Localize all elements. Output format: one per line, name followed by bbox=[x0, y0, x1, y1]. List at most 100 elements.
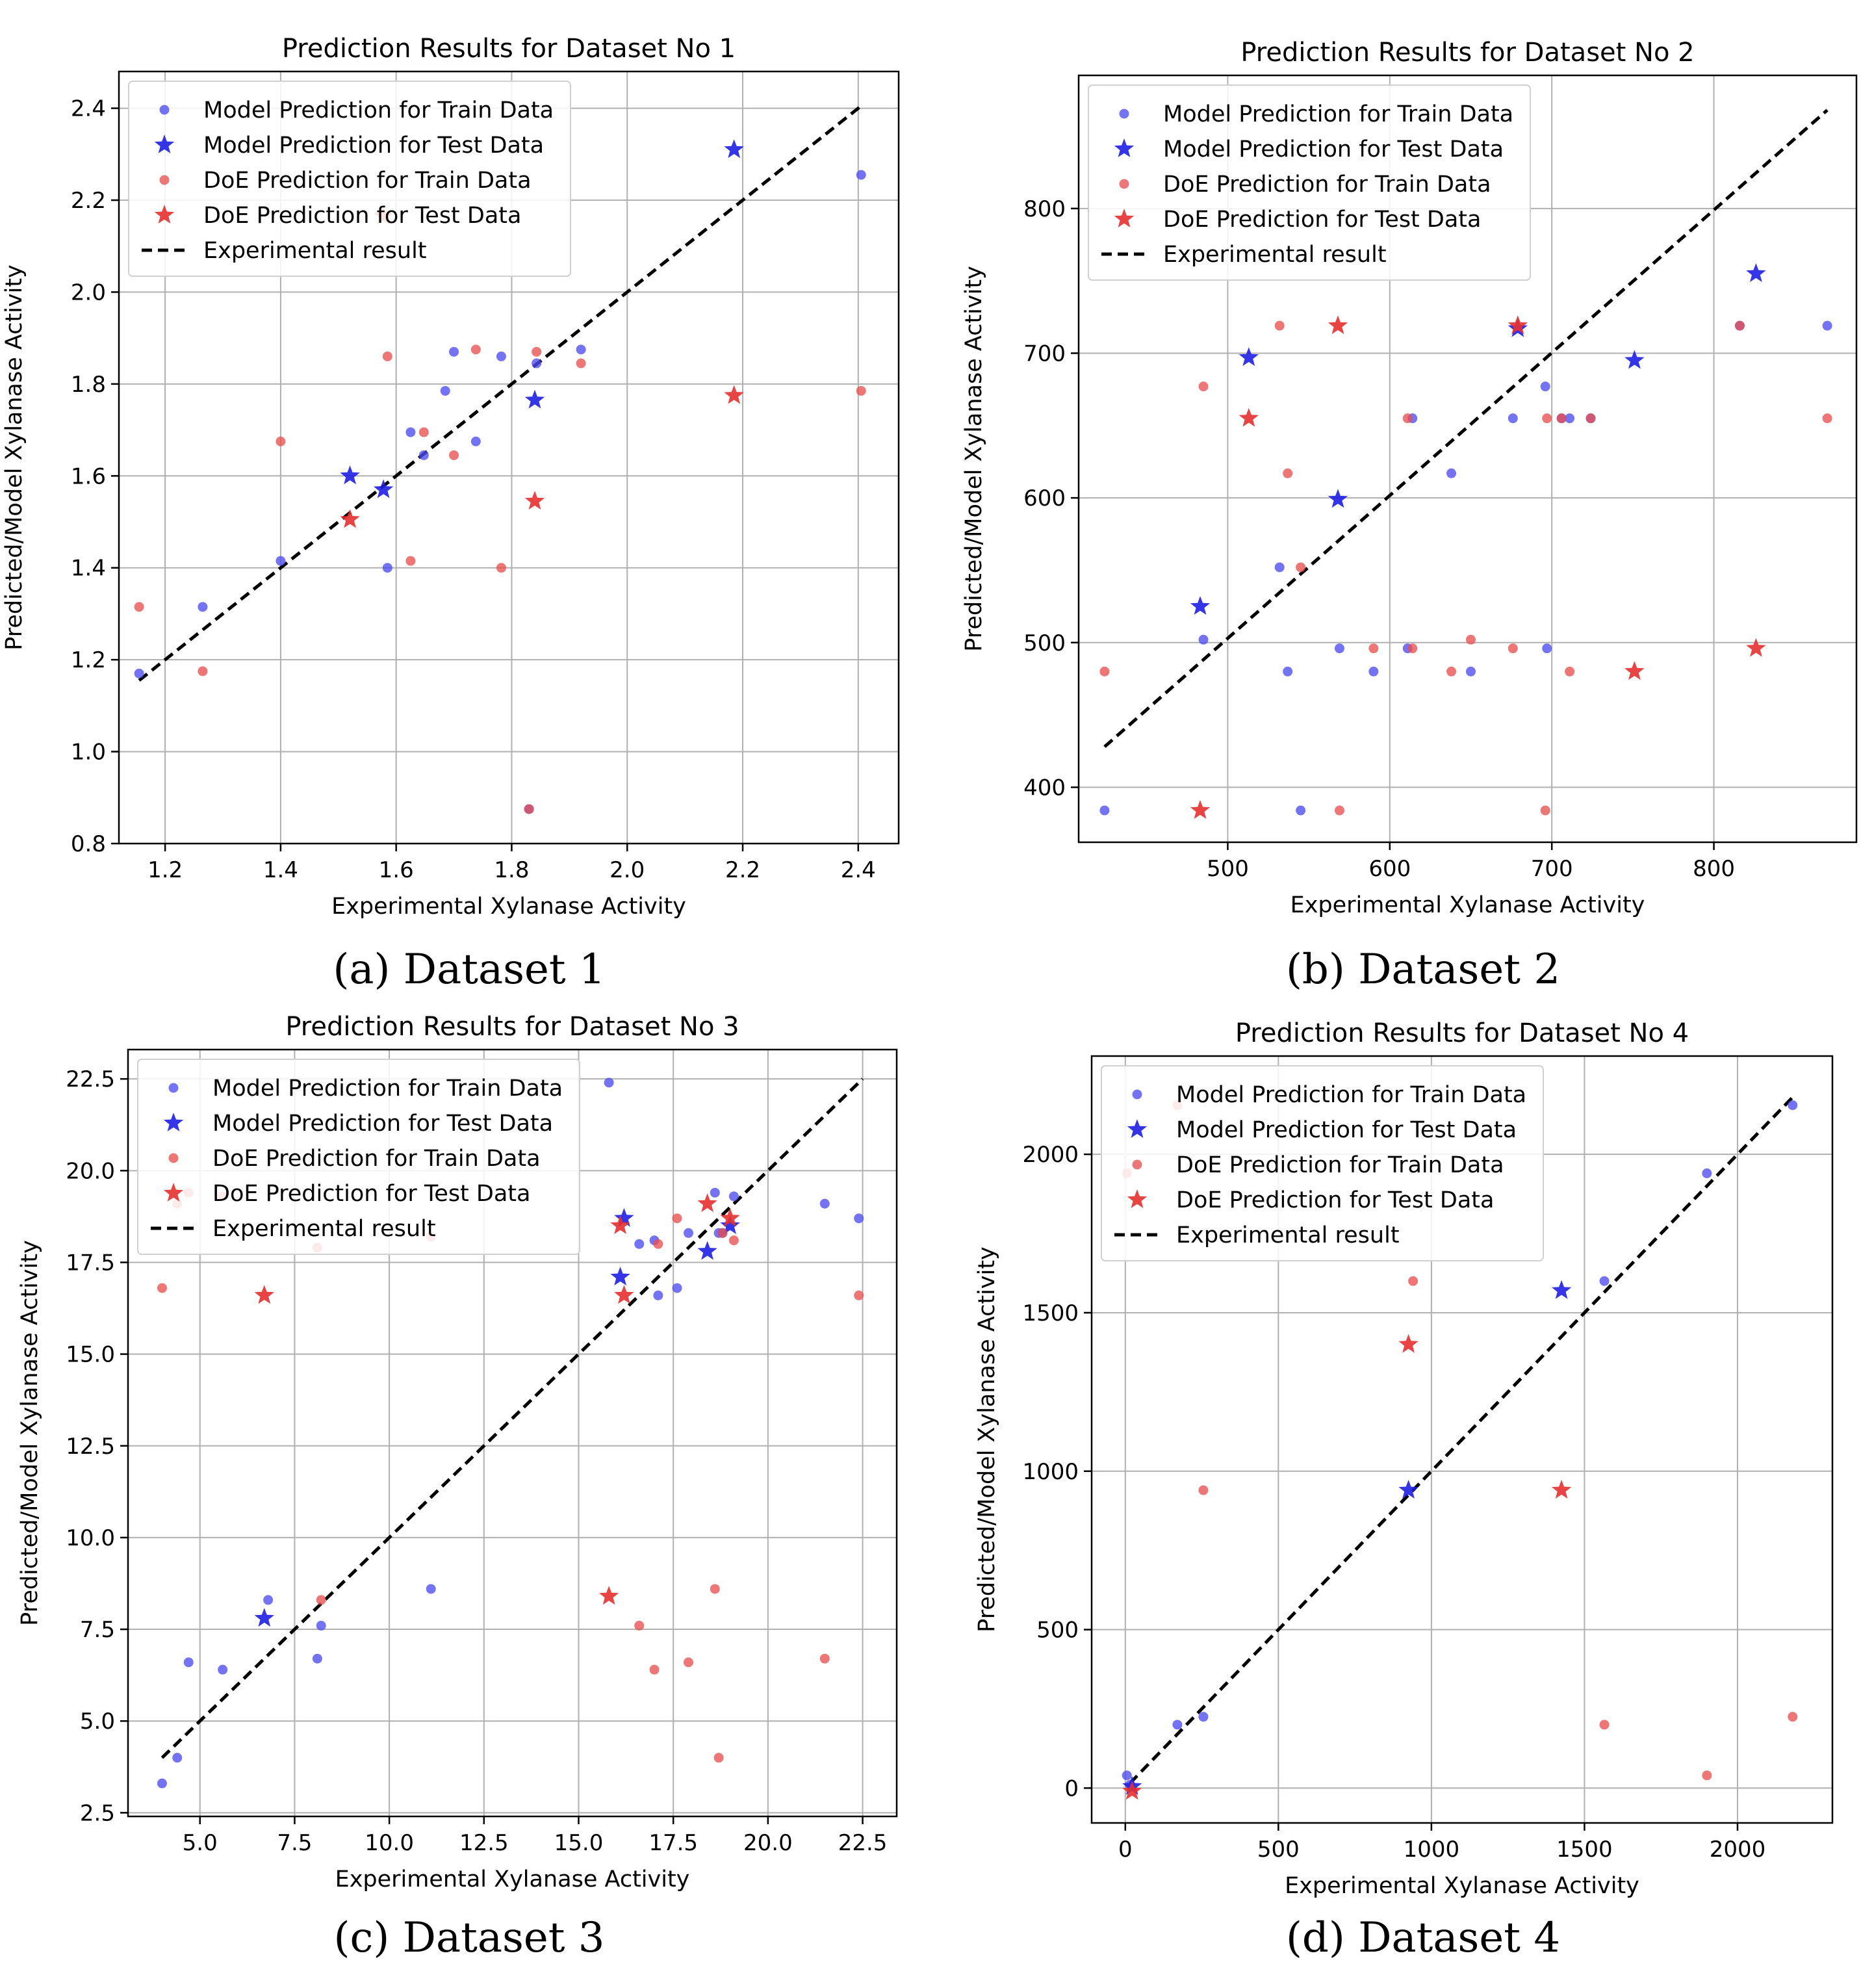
data-point bbox=[576, 358, 586, 368]
data-point bbox=[1585, 413, 1596, 424]
data-point bbox=[1556, 413, 1567, 424]
x-tick-label: 15.0 bbox=[554, 1830, 604, 1856]
data-point bbox=[710, 1584, 720, 1594]
data-point bbox=[470, 344, 481, 355]
data-point bbox=[134, 668, 144, 678]
x-tick-label: 17.5 bbox=[648, 1830, 698, 1856]
chart-svg-1: Prediction Results for Dataset No 1 1.2 1.… bbox=[1, 34, 900, 920]
data-point bbox=[856, 170, 866, 180]
data-point bbox=[683, 1657, 693, 1668]
y-tick-label: 5.0 bbox=[80, 1709, 115, 1735]
legend-label: DoE Prediction for Train Data bbox=[203, 168, 532, 194]
chart-panel-2: Prediction Results for Dataset No 2 500 60… bbox=[937, 0, 1874, 994]
y-tick-label: 1.0 bbox=[71, 740, 106, 766]
legend-label: Experimental result bbox=[203, 238, 427, 264]
data-point bbox=[1198, 1485, 1209, 1495]
data-point bbox=[263, 1595, 274, 1605]
legend-box bbox=[1101, 1065, 1544, 1261]
data-point bbox=[1565, 666, 1575, 677]
data-point bbox=[157, 1778, 167, 1788]
data-point bbox=[710, 1187, 720, 1198]
y-tick-label: 500 bbox=[1023, 630, 1066, 656]
data-point bbox=[1540, 381, 1550, 392]
data-point bbox=[1408, 1276, 1418, 1286]
y-axis-label: Predicted/Model Xylanase Activity bbox=[17, 1240, 43, 1626]
legend-box bbox=[1088, 84, 1531, 281]
data-point bbox=[1274, 562, 1285, 573]
chart-title: Prediction Results for Dataset No 2 bbox=[1240, 38, 1694, 68]
legend-label: DoE Prediction for Train Data bbox=[1176, 1152, 1504, 1178]
data-point-star bbox=[524, 491, 545, 510]
legend-marker bbox=[1132, 1089, 1142, 1100]
legend-marker bbox=[168, 1153, 179, 1163]
y-tick-label: 1500 bbox=[1022, 1300, 1079, 1326]
x-tick-label: 2.2 bbox=[725, 857, 760, 883]
legend-marker bbox=[1119, 109, 1129, 119]
data-point bbox=[1822, 413, 1832, 424]
data-point bbox=[312, 1653, 322, 1664]
data-point bbox=[426, 1584, 436, 1594]
x-tick-label: 12.5 bbox=[459, 1830, 509, 1856]
data-point bbox=[1198, 381, 1209, 392]
data-point bbox=[1565, 413, 1575, 424]
x-tick-label: 1500 bbox=[1556, 1837, 1613, 1863]
legend-box bbox=[128, 81, 571, 277]
data-point bbox=[653, 1290, 663, 1300]
data-point bbox=[1172, 1720, 1183, 1730]
y-axis-label: Predicted/Model Xylanase Activity bbox=[974, 1246, 1000, 1633]
x-tick-label: 22.5 bbox=[838, 1830, 888, 1856]
data-point-star bbox=[1624, 661, 1645, 680]
legend-marker bbox=[163, 1113, 184, 1131]
x-tick-label: 2.4 bbox=[841, 857, 876, 883]
y-tick-label: 0.8 bbox=[71, 831, 106, 857]
data-point bbox=[496, 563, 506, 573]
y-tick-label: 1.4 bbox=[71, 556, 106, 582]
data-point-star bbox=[1239, 407, 1259, 427]
data-point bbox=[1283, 468, 1293, 478]
data-point bbox=[1702, 1168, 1712, 1178]
legend-marker bbox=[1132, 1159, 1142, 1170]
x-tick-label: 5.0 bbox=[183, 1830, 218, 1856]
data-point bbox=[1368, 643, 1379, 654]
data-point bbox=[1788, 1712, 1798, 1722]
data-point bbox=[172, 1753, 183, 1763]
data-point bbox=[157, 1283, 167, 1293]
data-point-star bbox=[724, 385, 744, 404]
legend-marker bbox=[168, 1083, 179, 1093]
caption-b: (b) Dataset 2 bbox=[1285, 946, 1561, 994]
data-point bbox=[449, 450, 459, 460]
legend-label: Model Prediction for Train Data bbox=[203, 97, 554, 123]
legend-label: Model Prediction for Test Data bbox=[1176, 1117, 1517, 1143]
data-point bbox=[1368, 666, 1379, 677]
data-point bbox=[449, 346, 459, 357]
legend-marker bbox=[1127, 1119, 1148, 1138]
data-point-star bbox=[614, 1207, 634, 1227]
data-point bbox=[672, 1283, 682, 1293]
y-tick-label: 0 bbox=[1064, 1775, 1079, 1801]
legend-label: DoE Prediction for Test Data bbox=[1163, 207, 1481, 233]
data-point bbox=[316, 1595, 326, 1605]
data-point bbox=[1402, 413, 1413, 424]
legend-label: Model Prediction for Test Data bbox=[203, 133, 544, 159]
y-tick-label: 22.5 bbox=[66, 1066, 115, 1092]
data-point-star bbox=[1508, 315, 1528, 335]
data-point-star bbox=[724, 139, 744, 159]
data-point bbox=[819, 1653, 830, 1664]
data-point-star bbox=[1624, 350, 1645, 369]
data-point-star bbox=[614, 1285, 634, 1304]
data-point-star bbox=[254, 1608, 274, 1627]
data-point bbox=[1508, 413, 1518, 424]
data-point bbox=[316, 1620, 326, 1631]
data-point bbox=[532, 358, 542, 368]
data-point bbox=[1542, 413, 1552, 424]
x-tick-label: 800 bbox=[1693, 856, 1735, 882]
data-point-star bbox=[1190, 800, 1211, 819]
data-point bbox=[856, 385, 866, 396]
data-point bbox=[134, 602, 144, 612]
chart-svg-3: Prediction Results for Dataset No 3 5.0 7.… bbox=[17, 1012, 898, 1892]
plot-frame bbox=[1090, 1055, 1834, 1824]
caption-a: (a) Dataset 1 bbox=[333, 946, 606, 994]
data-point-star bbox=[1551, 1480, 1572, 1499]
data-point bbox=[854, 1213, 864, 1224]
caption-d: (d) Dataset 4 bbox=[1285, 1914, 1561, 1962]
